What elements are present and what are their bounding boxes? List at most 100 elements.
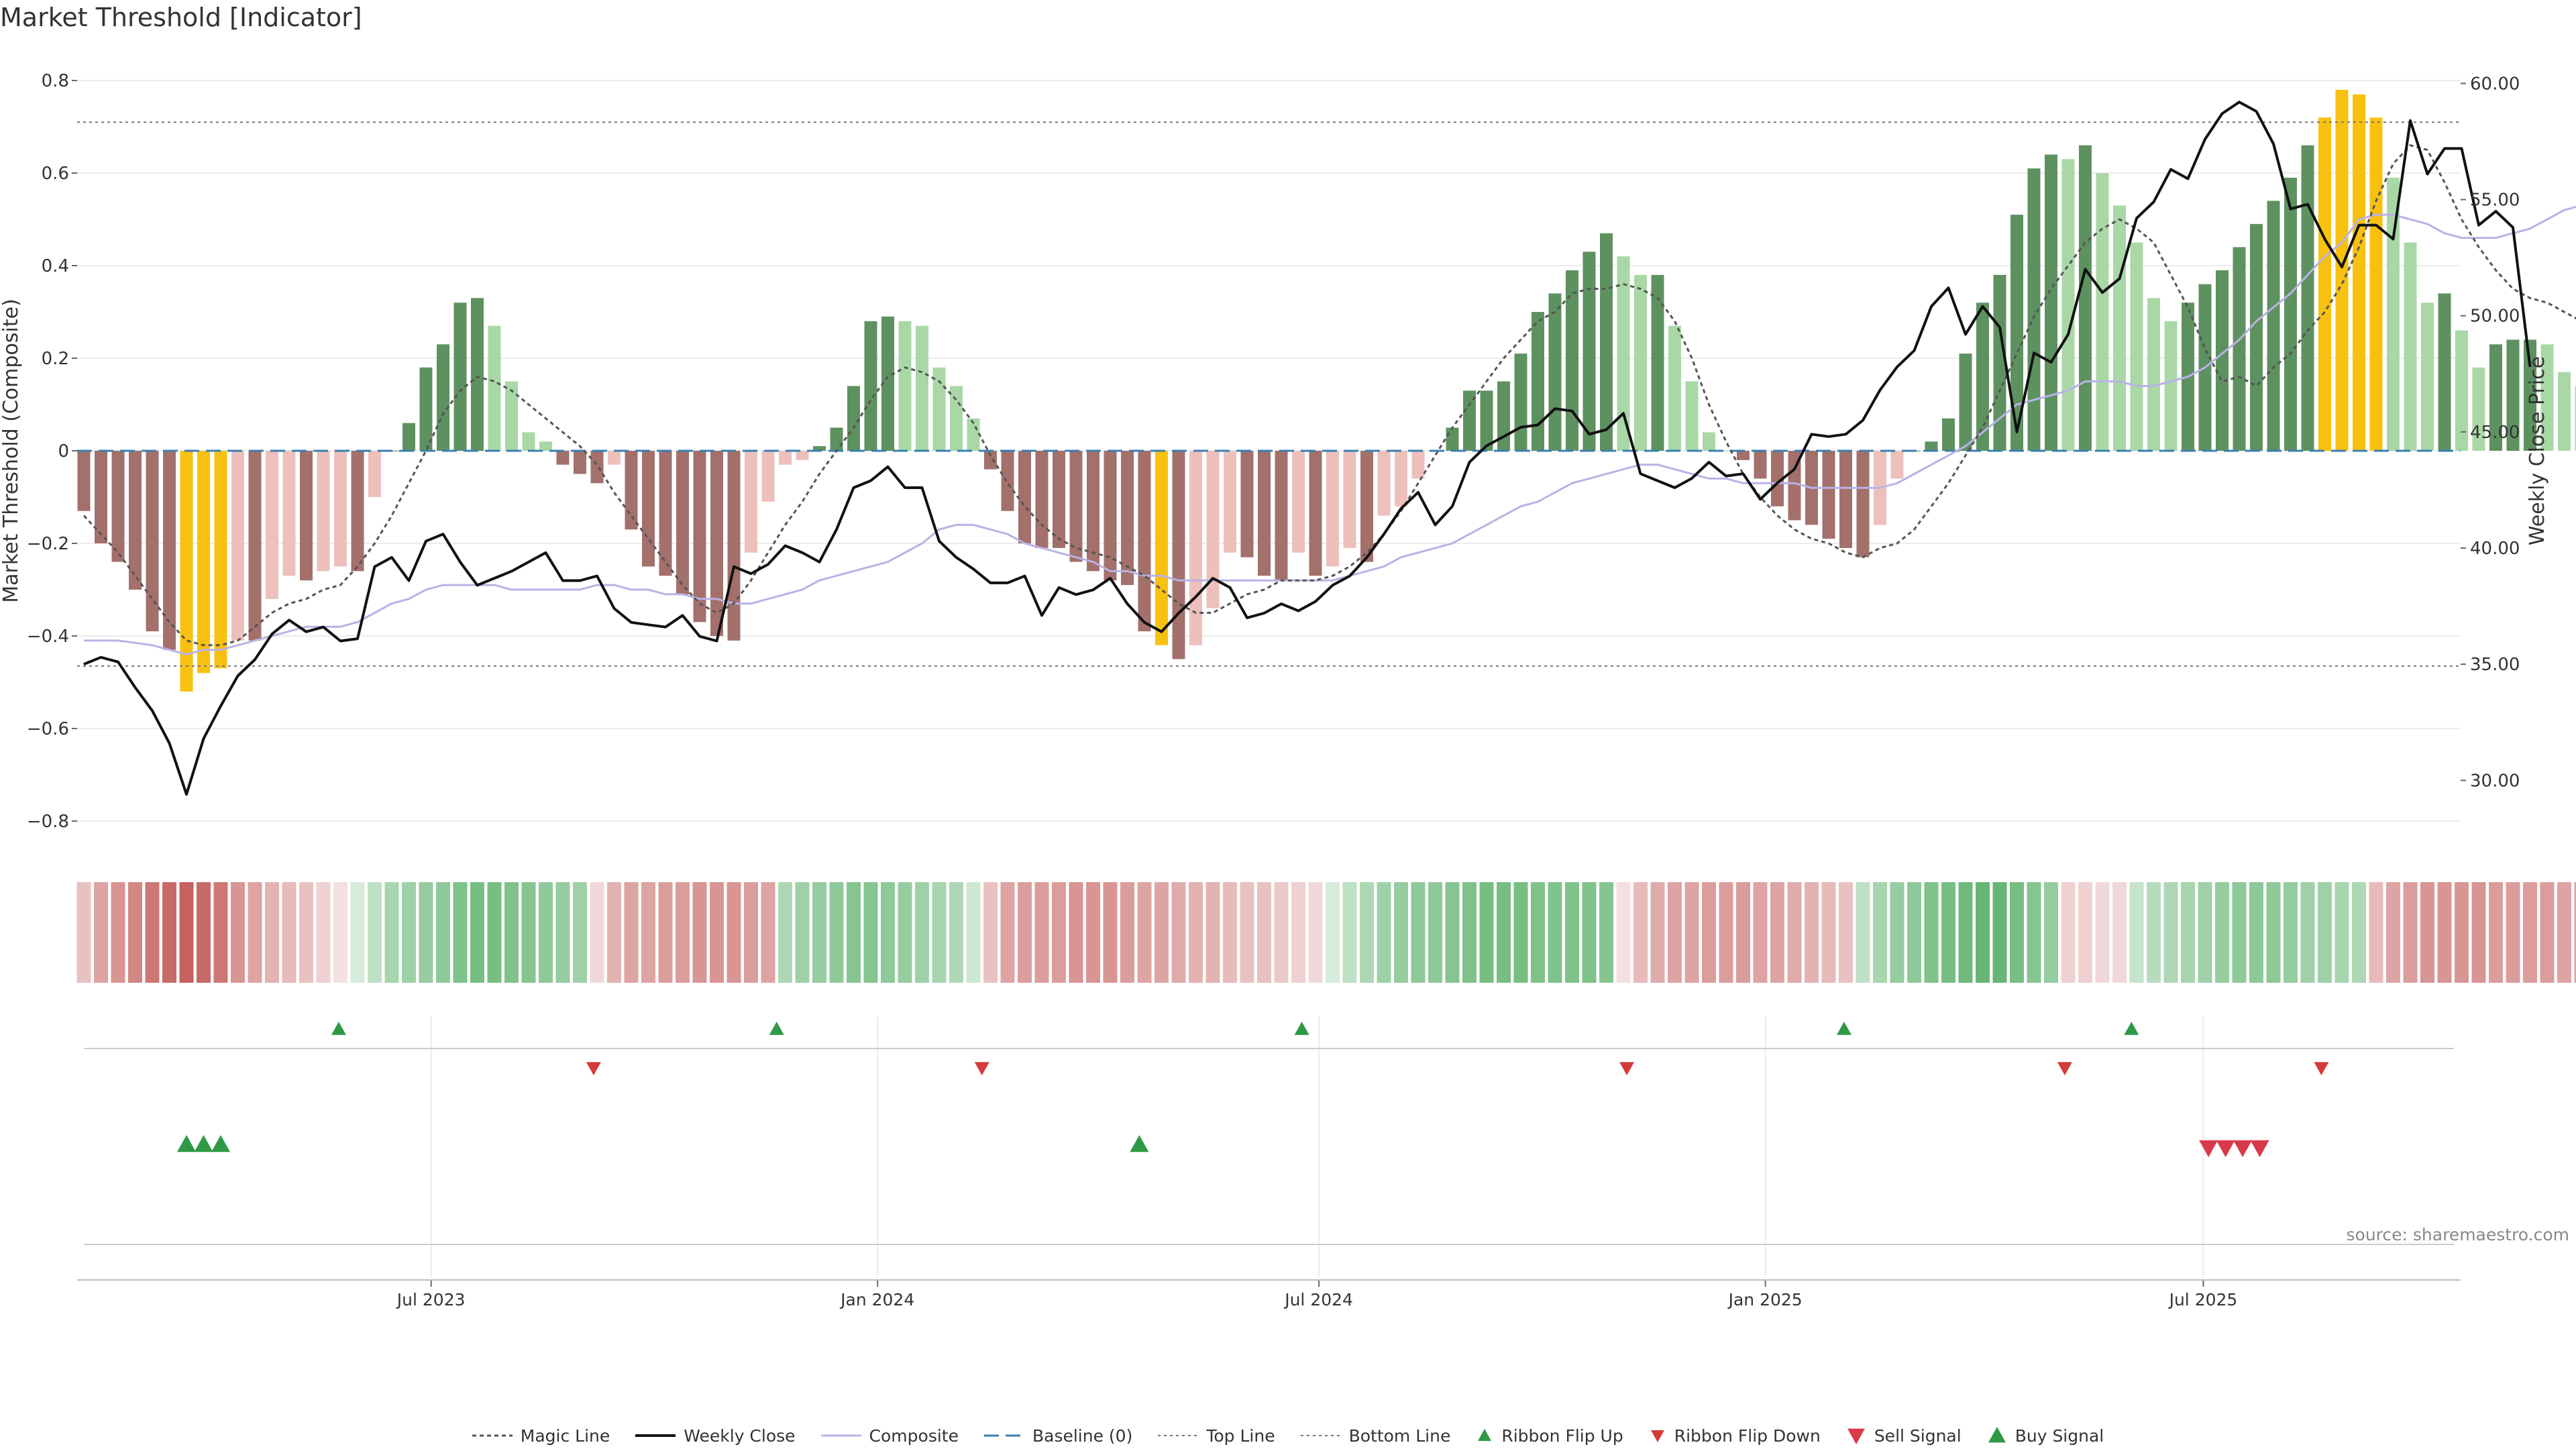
legend-item-weekly: Weekly Close xyxy=(635,1426,796,1446)
y-tick-label: −0.8 xyxy=(27,812,69,832)
histogram-bar xyxy=(864,321,877,451)
histogram-bar xyxy=(984,451,997,470)
ribbon-cell xyxy=(368,882,382,983)
legend-label: Magic Line xyxy=(520,1426,610,1446)
ribbon-cell xyxy=(795,882,810,983)
sell-signal-marker xyxy=(2250,1140,2269,1157)
ribbon-cell xyxy=(1821,882,1836,983)
ribbon-cell xyxy=(1702,882,1716,983)
legend-item-flipdown: Ribbon Flip Down xyxy=(1649,1426,1821,1446)
histogram-bar xyxy=(453,303,467,451)
ribbon-cell xyxy=(2232,882,2247,983)
histogram-bar xyxy=(1890,451,1904,479)
histogram-bar xyxy=(2010,215,2023,451)
composite-legend-swatch xyxy=(820,1429,861,1442)
histogram-bar xyxy=(1069,451,1083,562)
histogram-bar xyxy=(1087,451,1099,572)
y-axis-title: Market Threshold (Composite) xyxy=(0,299,23,603)
histogram-bar xyxy=(2027,168,2041,451)
histogram-bar xyxy=(2216,270,2229,451)
histogram-bar xyxy=(1411,451,1425,479)
histogram-bar xyxy=(727,451,741,641)
legend-item-top: Top Line xyxy=(1158,1426,1275,1446)
histogram-bar xyxy=(745,451,757,553)
y-tick-label: −0.6 xyxy=(27,719,69,739)
x-tick-label: Jul 2025 xyxy=(2168,1290,2238,1309)
flipup-legend-swatch xyxy=(1476,1428,1493,1443)
ribbon-cell xyxy=(419,882,433,983)
histogram-bar xyxy=(1053,451,1065,548)
ribbon-cell xyxy=(2523,882,2537,983)
ribbon-cell xyxy=(2198,882,2212,983)
ribbon-cell xyxy=(2061,882,2076,983)
ribbon-cell xyxy=(521,882,536,983)
sell-signal-marker xyxy=(2199,1140,2218,1157)
histogram-bar xyxy=(2267,201,2280,451)
histogram-bar xyxy=(1189,451,1202,645)
buy-signal-marker xyxy=(194,1135,213,1152)
ribbon-cell xyxy=(829,882,844,983)
ribbon-cell xyxy=(2540,882,2555,983)
histogram-bar xyxy=(334,451,347,567)
ribbon-cell xyxy=(1924,882,1939,983)
ribbon-cell xyxy=(436,882,450,983)
ribbon-cell xyxy=(282,882,297,983)
ribbon-cell xyxy=(128,882,142,983)
ribbon-cell xyxy=(2147,882,2161,983)
histogram-bar xyxy=(368,451,381,497)
ribbon-cell xyxy=(2455,882,2469,983)
ribbon-cell xyxy=(1582,882,1597,983)
histogram-bar xyxy=(2558,372,2571,451)
histogram-bar xyxy=(2353,94,2365,451)
ribbon-cell xyxy=(231,882,245,983)
ribbon-flip-down-marker xyxy=(2057,1062,2072,1075)
histogram-bar xyxy=(2575,386,2576,451)
ribbon-cell xyxy=(1753,882,1768,983)
histogram-bar xyxy=(1617,256,1630,451)
ribbon-cell xyxy=(2352,882,2366,983)
y2-tick-label: 60.00 xyxy=(2470,74,2520,94)
weekly-legend-swatch xyxy=(635,1429,676,1442)
histogram-bar xyxy=(1548,293,1562,451)
ribbon-cell xyxy=(1240,882,1254,983)
ribbon-cell xyxy=(1137,882,1152,983)
x-tick-label: Jul 2023 xyxy=(396,1290,466,1309)
ribbon-cell xyxy=(778,882,792,983)
ribbon-cell xyxy=(1377,882,1391,983)
histogram-bar xyxy=(95,451,107,543)
ribbon-cell xyxy=(111,882,125,983)
histogram-bar xyxy=(1771,451,1784,506)
ribbon-cell xyxy=(2437,882,2452,983)
histogram-bar xyxy=(2369,117,2383,451)
histogram-bar xyxy=(1822,451,1835,539)
histogram-bar xyxy=(129,451,142,590)
histogram-bar xyxy=(146,451,159,632)
histogram-bar xyxy=(1275,451,1288,581)
sell-signal-marker xyxy=(2233,1140,2253,1157)
ribbon-cell xyxy=(744,882,758,983)
ribbon-cell xyxy=(1513,882,1528,983)
x-tick-label: Jul 2024 xyxy=(1283,1290,1353,1309)
histogram-bar xyxy=(2096,173,2109,451)
histogram-bar xyxy=(898,321,912,451)
buy-signal-marker xyxy=(1130,1135,1149,1152)
legend-item-buy: Buy Signal xyxy=(1987,1426,2104,1446)
magic-line xyxy=(83,144,2576,647)
y2-tick-label: 50.00 xyxy=(2470,307,2520,327)
flipdown-legend-swatch xyxy=(1649,1428,1666,1443)
ribbon-cell xyxy=(1616,882,1631,983)
histogram-bar xyxy=(2301,145,2314,451)
ribbon-cell xyxy=(727,882,741,983)
weekly-close-line xyxy=(83,101,2532,796)
legend-item-flipup: Ribbon Flip Up xyxy=(1476,1426,1623,1446)
histogram-bar xyxy=(2147,298,2160,451)
ribbon-cell xyxy=(333,882,347,983)
ribbon-cell xyxy=(932,882,947,983)
ribbon-cell xyxy=(1839,882,1853,983)
histogram-bar xyxy=(1566,270,1578,451)
ribbon-cell xyxy=(1684,882,1699,983)
histogram-bar xyxy=(1600,233,1613,451)
sell-legend-swatch xyxy=(1846,1427,1866,1444)
histogram-bar xyxy=(1703,432,1715,451)
